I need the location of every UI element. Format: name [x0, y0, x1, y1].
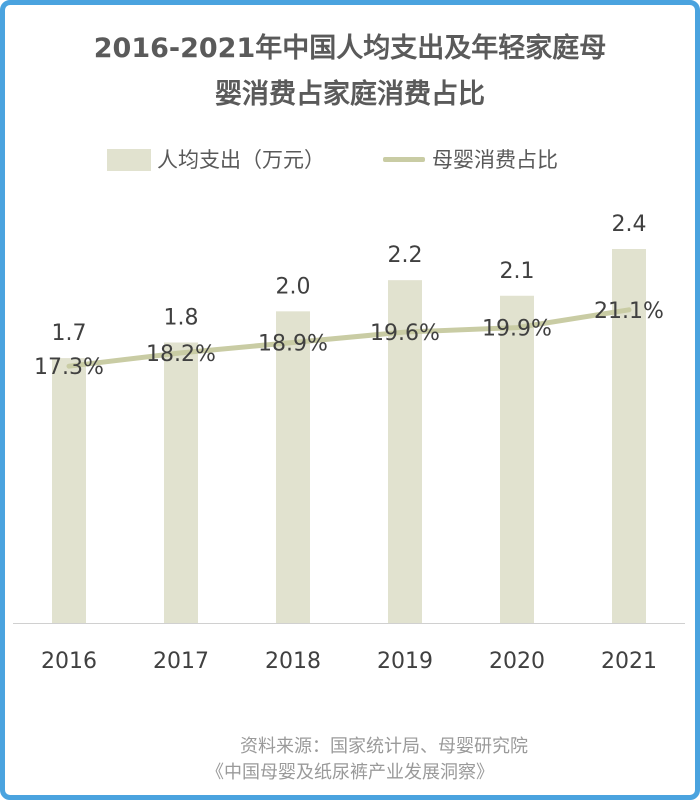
bar-value-label-2019: 2.2 — [388, 243, 423, 268]
x-tick-label-2021: 2021 — [601, 649, 657, 674]
bar-2016 — [52, 358, 86, 623]
source-line-2: 《中国母婴及纸尿裤产业发展洞察》 — [206, 762, 494, 783]
bar-value-label-2016: 1.7 — [52, 321, 87, 346]
bar-value-label-2021: 2.4 — [612, 212, 647, 237]
bar-value-label-2020: 2.1 — [500, 259, 535, 284]
line-series-share — [66, 307, 632, 369]
x-tick-label-2017: 2017 — [153, 649, 209, 674]
line-value-label-2020: 19.9% — [482, 317, 552, 342]
chart-legend: 人均支出（万元） 母婴消费占比 — [0, 146, 700, 174]
bar-2020 — [500, 295, 534, 623]
x-tick-label-2018: 2018 — [265, 649, 321, 674]
legend-line-label: 母婴消费占比 — [432, 148, 558, 172]
bar-value-label-2018: 2.0 — [276, 274, 311, 299]
legend-line-swatch — [383, 157, 425, 162]
bar-2018 — [276, 311, 310, 623]
legend-bar-label: 人均支出（万元） — [157, 148, 325, 172]
chart-title-line-1: 2016-2021年中国人均支出及年轻家庭母 — [93, 33, 607, 64]
line-value-label-2019: 19.6% — [370, 321, 440, 346]
chart-title-line-2: 婴消费占家庭消费占比 — [215, 79, 485, 110]
bar-2017 — [164, 342, 198, 623]
bar-2019 — [388, 280, 422, 623]
x-tick-label-2016: 2016 — [41, 649, 97, 674]
chart-title: 2016-2021年中国人均支出及年轻家庭母 婴消费占家庭消费占比 — [0, 26, 700, 118]
line-value-label-2017: 18.2% — [146, 342, 216, 367]
legend-bar-swatch — [107, 149, 151, 171]
x-tick-label-2020: 2020 — [489, 649, 545, 674]
line-value-label-2016: 17.3% — [34, 355, 104, 380]
line-value-label-2018: 18.9% — [258, 331, 328, 356]
source-line-1: 资料来源：国家统计局、母婴研究院 — [240, 736, 528, 757]
bar-value-label-2017: 1.8 — [164, 306, 199, 331]
x-tick-label-2019: 2019 — [377, 649, 433, 674]
line-value-label-2021: 21.1% — [594, 299, 664, 324]
